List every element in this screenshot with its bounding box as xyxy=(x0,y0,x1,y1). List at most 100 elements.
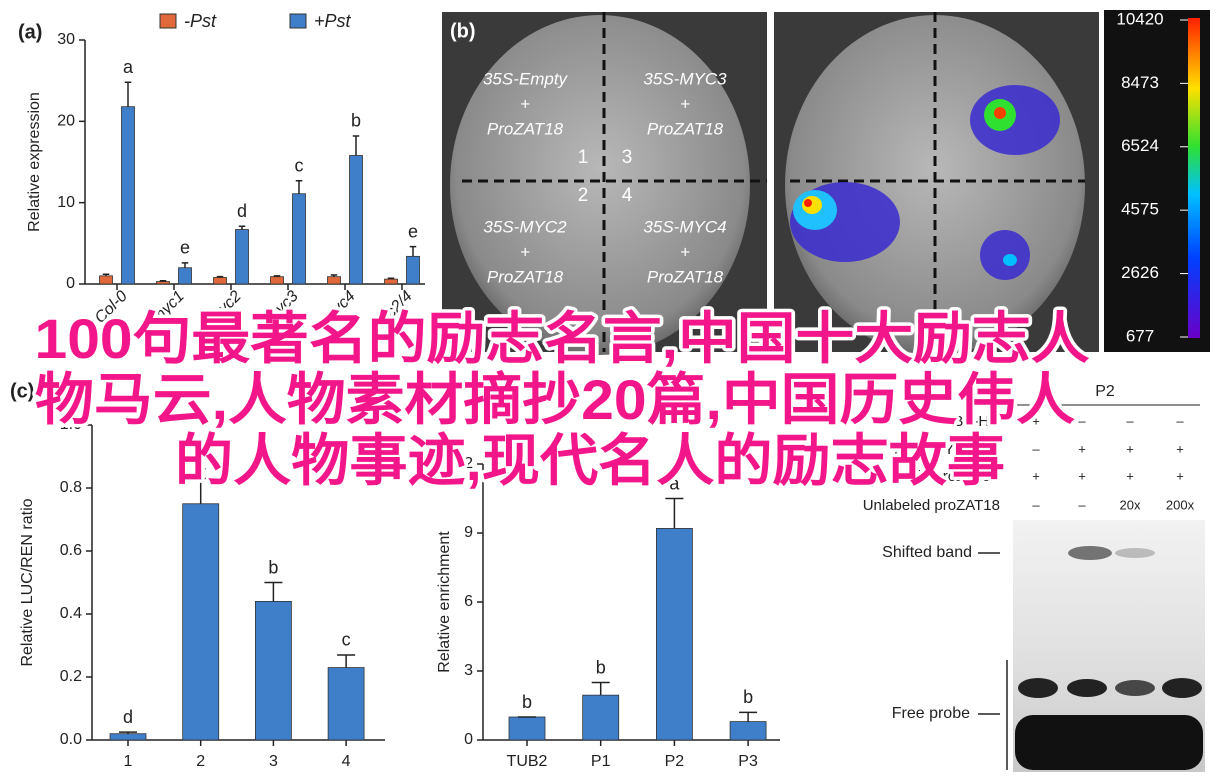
bar xyxy=(582,694,620,741)
overlay-text: 100句最著名的励志名言,中国十大励志人 xyxy=(35,307,1090,370)
row-cell: – xyxy=(1078,413,1086,428)
colorbar xyxy=(1188,18,1200,338)
construct-label: 35S-MYC2 xyxy=(483,217,567,236)
y-tick-label: 9 xyxy=(464,524,473,541)
y-tick-label: 12 xyxy=(455,455,473,472)
overlay-text: 物马云,人物素材摘抄20篇,中国历史伟人 xyxy=(35,368,1075,431)
error-bar xyxy=(352,135,360,156)
bar xyxy=(182,503,220,741)
significance-letter: b xyxy=(522,692,532,712)
bar xyxy=(178,267,192,285)
y-tick-label: 3 xyxy=(464,662,473,679)
row-cell: – xyxy=(1078,497,1086,512)
panel-label: (a) xyxy=(18,21,42,43)
bar xyxy=(121,106,135,285)
luminescence xyxy=(790,85,1060,280)
legend-label: -Pst xyxy=(184,11,217,31)
y-tick-label: 20 xyxy=(57,113,75,130)
y-tick-label: 0.6 xyxy=(60,542,82,559)
quadrant-number: 1 xyxy=(578,147,589,168)
row-cell: + xyxy=(1176,441,1184,456)
legend-swatch xyxy=(159,13,177,29)
bar xyxy=(327,276,341,285)
y-axis-label: Relative enrichment xyxy=(436,531,453,673)
error-bar xyxy=(739,711,758,722)
significance-letter: e xyxy=(180,238,190,258)
row-label: MBP-MYC2-His xyxy=(894,441,1000,458)
x-tick-label: 3 xyxy=(269,753,278,770)
construct-label: ProZAT18 xyxy=(487,119,564,138)
error-bar xyxy=(665,497,684,529)
row-cell: + xyxy=(1078,441,1086,456)
panel-label: (c) xyxy=(10,380,34,402)
y-tick-label: 30 xyxy=(57,31,75,48)
x-tick-label: 1 xyxy=(124,753,133,770)
colorbar-label: 2626 xyxy=(1121,263,1159,282)
row-cell: + xyxy=(1078,468,1086,483)
band-label: Free probe xyxy=(892,705,970,722)
bar xyxy=(729,721,767,741)
significance-letter: d xyxy=(237,201,247,221)
y-tick-label: 10 xyxy=(57,194,75,211)
bar xyxy=(235,229,249,285)
row-label: Biotin-proZAT18 xyxy=(892,468,1000,485)
bar xyxy=(254,601,292,741)
colorbar-label: 4575 xyxy=(1121,200,1159,219)
error-bar xyxy=(264,581,283,602)
error-bar xyxy=(273,275,281,277)
x-tick-label: 2 xyxy=(196,753,205,770)
error-bar xyxy=(102,273,110,276)
error-bar xyxy=(119,731,137,734)
error-bar xyxy=(238,225,246,230)
x-tick-label: TUB2 xyxy=(507,753,548,770)
band-label: Shifted band xyxy=(882,544,972,561)
error-bar xyxy=(409,245,417,257)
overlay-text: 的人物事迹,现代名人的励志故事 xyxy=(175,429,1005,492)
construct-label: 35S-MYC4 xyxy=(643,217,726,236)
significance-letter: a xyxy=(196,453,207,473)
colorbar-label: 8473 xyxy=(1121,73,1159,92)
error-bar xyxy=(387,277,395,280)
legend-label: +Pst xyxy=(314,11,352,31)
error-bar xyxy=(181,262,189,268)
row-cell: – xyxy=(1126,413,1134,428)
significance-letter: b xyxy=(351,111,361,131)
construct-label: + xyxy=(680,94,690,113)
row-cell: + xyxy=(1032,468,1040,483)
quadrant-number: 4 xyxy=(622,185,633,206)
construct-label: ProZAT18 xyxy=(647,267,724,286)
significance-letter: c xyxy=(342,630,351,650)
significance-letter: e xyxy=(408,221,418,241)
construct-label: + xyxy=(680,242,690,261)
significance-letter: b xyxy=(743,687,753,707)
quadrant-number: 2 xyxy=(578,185,589,206)
y-tick-label: 0.8 xyxy=(60,479,82,496)
error-bar xyxy=(124,81,132,107)
y-axis-label: Relative LUC/REN ratio xyxy=(19,498,36,666)
bar xyxy=(156,281,170,285)
error-bar xyxy=(337,654,356,668)
y-tick-label: 0 xyxy=(464,731,473,748)
probe-label: P2 xyxy=(1095,383,1115,400)
y-tick-label: 1.0 xyxy=(60,416,82,433)
legend-swatch xyxy=(289,13,307,29)
bar xyxy=(349,155,363,285)
row-cell: + xyxy=(1126,468,1134,483)
bar xyxy=(656,528,693,741)
quadrant-number: 3 xyxy=(622,147,633,168)
significance-letter: a xyxy=(669,473,680,493)
bar xyxy=(109,733,147,741)
bar xyxy=(292,193,306,285)
bar xyxy=(270,276,284,285)
y-tick-label: 0.4 xyxy=(60,605,82,622)
colorbar-label: 6524 xyxy=(1121,136,1159,155)
y-axis-label: Relative expression xyxy=(26,92,43,232)
bar xyxy=(384,278,398,285)
significance-letter: c xyxy=(295,155,304,175)
bar xyxy=(508,716,546,741)
bar xyxy=(406,255,420,285)
y-tick-label: 0.0 xyxy=(60,731,82,748)
row-label: Unlabeled proZAT18 xyxy=(863,497,1000,514)
gel-bands xyxy=(1015,546,1203,770)
